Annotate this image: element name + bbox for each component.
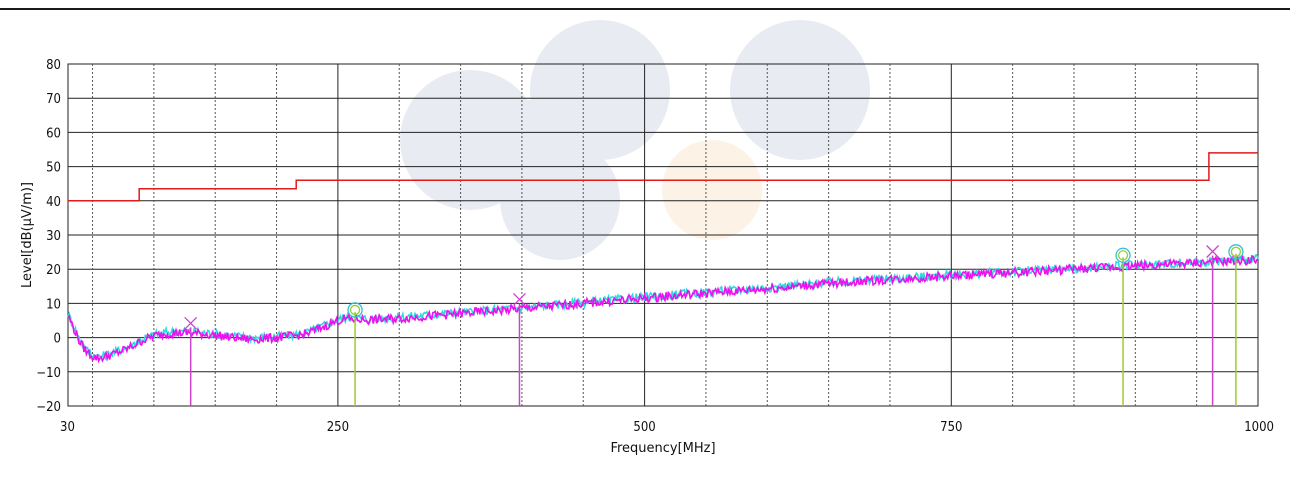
y-tick-label: 30 [46,229,61,244]
y-tick-label: 50 [46,161,61,176]
series-group [67,152,1259,364]
x-tick-label: 1000 [1244,420,1274,435]
x-tick-label: 30 [60,420,75,435]
grid [67,63,1259,407]
y-tick-label: 80 [46,58,61,73]
y-tick-label: 40 [46,195,61,210]
marker-x [1206,245,1220,258]
y-tick-label: 70 [46,92,61,107]
x-axis-title: Frequency[MHz] [610,441,715,456]
limit-line [68,152,1258,202]
x-tick-label: 250 [327,420,349,435]
y-tick-label: −20 [36,400,61,415]
x-tick-label: 750 [940,420,962,435]
y-tick-label: 0 [54,332,61,347]
y-tick-label: 10 [46,297,61,312]
marker-circle-inner [349,304,361,316]
marker-x [184,316,198,330]
markers-group [184,244,1244,406]
y-tick-label: 60 [46,126,61,141]
marker-circle-outer [347,302,363,318]
marker-circle-inner [1117,250,1129,261]
x-tick-label: 500 [633,420,655,435]
tick-labels: −20 −10 0 10 20 30 40 50 60 70 80 30 250 500 750 1000 [36,58,1274,435]
trace-horizontal [67,254,1259,364]
marker-x [513,292,526,306]
y-axis-title: Level[dB(μV/m)] [20,182,35,288]
top-rule [0,8,1290,10]
marker-circle-outer [1115,247,1131,263]
marker-circle-inner [1230,246,1242,257]
marker-circle-outer [1228,244,1244,260]
watermark [400,20,870,260]
y-tick-label: −10 [36,366,61,381]
y-tick-label: 20 [46,263,61,278]
